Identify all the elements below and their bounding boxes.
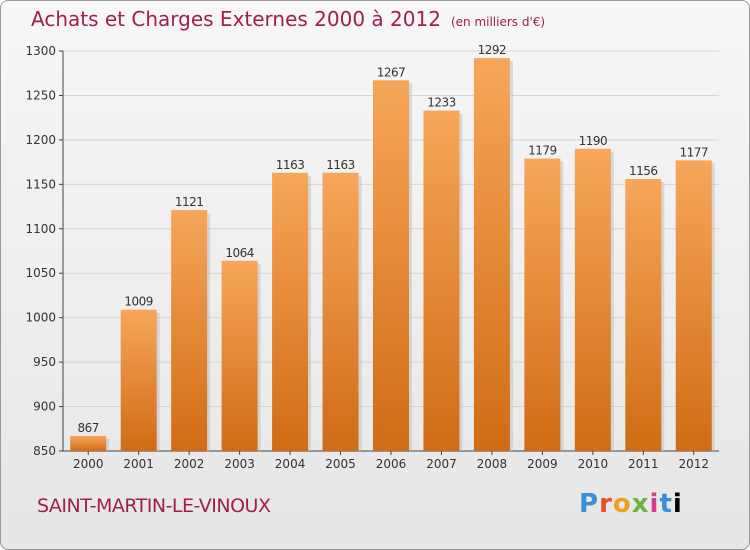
- bar: [574, 148, 611, 451]
- data-label: 1190: [579, 134, 608, 148]
- x-tick-label: 2001: [123, 457, 154, 471]
- x-tick-label: 2012: [678, 457, 709, 471]
- x-tick-label: 2011: [628, 457, 659, 471]
- data-label: 1179: [528, 144, 557, 158]
- data-label: 1009: [124, 295, 153, 309]
- data-label: 1292: [478, 43, 507, 57]
- data-label: 1163: [326, 158, 355, 172]
- x-tick-label: 2008: [477, 457, 508, 471]
- bar: [675, 160, 712, 452]
- y-tick-label: 950: [33, 355, 56, 369]
- x-tick-label: 2006: [376, 457, 407, 471]
- data-label: 1233: [427, 96, 456, 110]
- y-tick-label: 1200: [25, 133, 56, 147]
- y-tick-label: 850: [33, 444, 56, 458]
- bar: [524, 158, 561, 452]
- data-label: 1163: [276, 158, 305, 172]
- bar: [221, 260, 258, 451]
- logo-letter: x: [631, 489, 650, 519]
- chart-title: Achats et Charges Externes 2000 à 2012 (e…: [31, 7, 545, 31]
- logo-letter: o: [612, 489, 632, 519]
- bar: [373, 80, 409, 451]
- data-label: 1121: [175, 195, 204, 209]
- y-tick-label: 1000: [25, 311, 56, 325]
- logo-letter: r: [599, 489, 613, 519]
- x-tick-label: 2007: [426, 457, 457, 471]
- bar: [625, 179, 662, 451]
- bar: [423, 110, 460, 452]
- bars: [70, 58, 715, 452]
- bar: [120, 309, 157, 451]
- bar: [473, 58, 510, 451]
- data-label: 1177: [679, 145, 708, 159]
- x-tick-label: 2003: [224, 457, 255, 471]
- logo-letter: t: [659, 489, 673, 519]
- bar: [171, 210, 208, 451]
- y-tick-label: 1300: [25, 44, 56, 58]
- logo-letter: i: [672, 489, 683, 519]
- bar: [322, 172, 359, 451]
- x-tick-label: 2005: [325, 457, 356, 471]
- x-tick-label: 2002: [174, 457, 205, 471]
- data-label: 1064: [225, 246, 254, 260]
- logo-letter: P: [579, 489, 600, 519]
- x-tick-label: 2004: [275, 457, 306, 471]
- labels: 867 1009 1121 1064 1163 1163 1267 1233 1292 1179 1…: [78, 43, 709, 435]
- x-tick-label: 2010: [578, 457, 609, 471]
- y-tick-label: 1050: [25, 266, 56, 280]
- proxiti-logo: Proxiti: [579, 489, 683, 519]
- y-tick-label: 1250: [25, 88, 56, 102]
- commune-name: SAINT-MARTIN-LE-VINOUX: [37, 495, 271, 517]
- x-tick-label: 2000: [73, 457, 104, 471]
- title-text: Achats et Charges Externes 2000 à 2012: [31, 7, 441, 31]
- axes: 850 900 950 1000 1050 1100 1150 1200 1250 1300 200…: [25, 44, 719, 471]
- unit-label: (en milliers d'€): [450, 15, 546, 29]
- logo-letter: i: [649, 489, 660, 519]
- x-tick-label: 2009: [527, 457, 558, 471]
- data-label: 1267: [377, 65, 406, 79]
- y-tick-label: 1150: [25, 177, 56, 191]
- data-label: 1156: [629, 164, 658, 178]
- bar: [272, 172, 309, 451]
- bar: [70, 435, 107, 451]
- y-tick-label: 900: [33, 400, 56, 414]
- data-label: 867: [78, 421, 99, 435]
- y-tick-label: 1100: [25, 222, 56, 236]
